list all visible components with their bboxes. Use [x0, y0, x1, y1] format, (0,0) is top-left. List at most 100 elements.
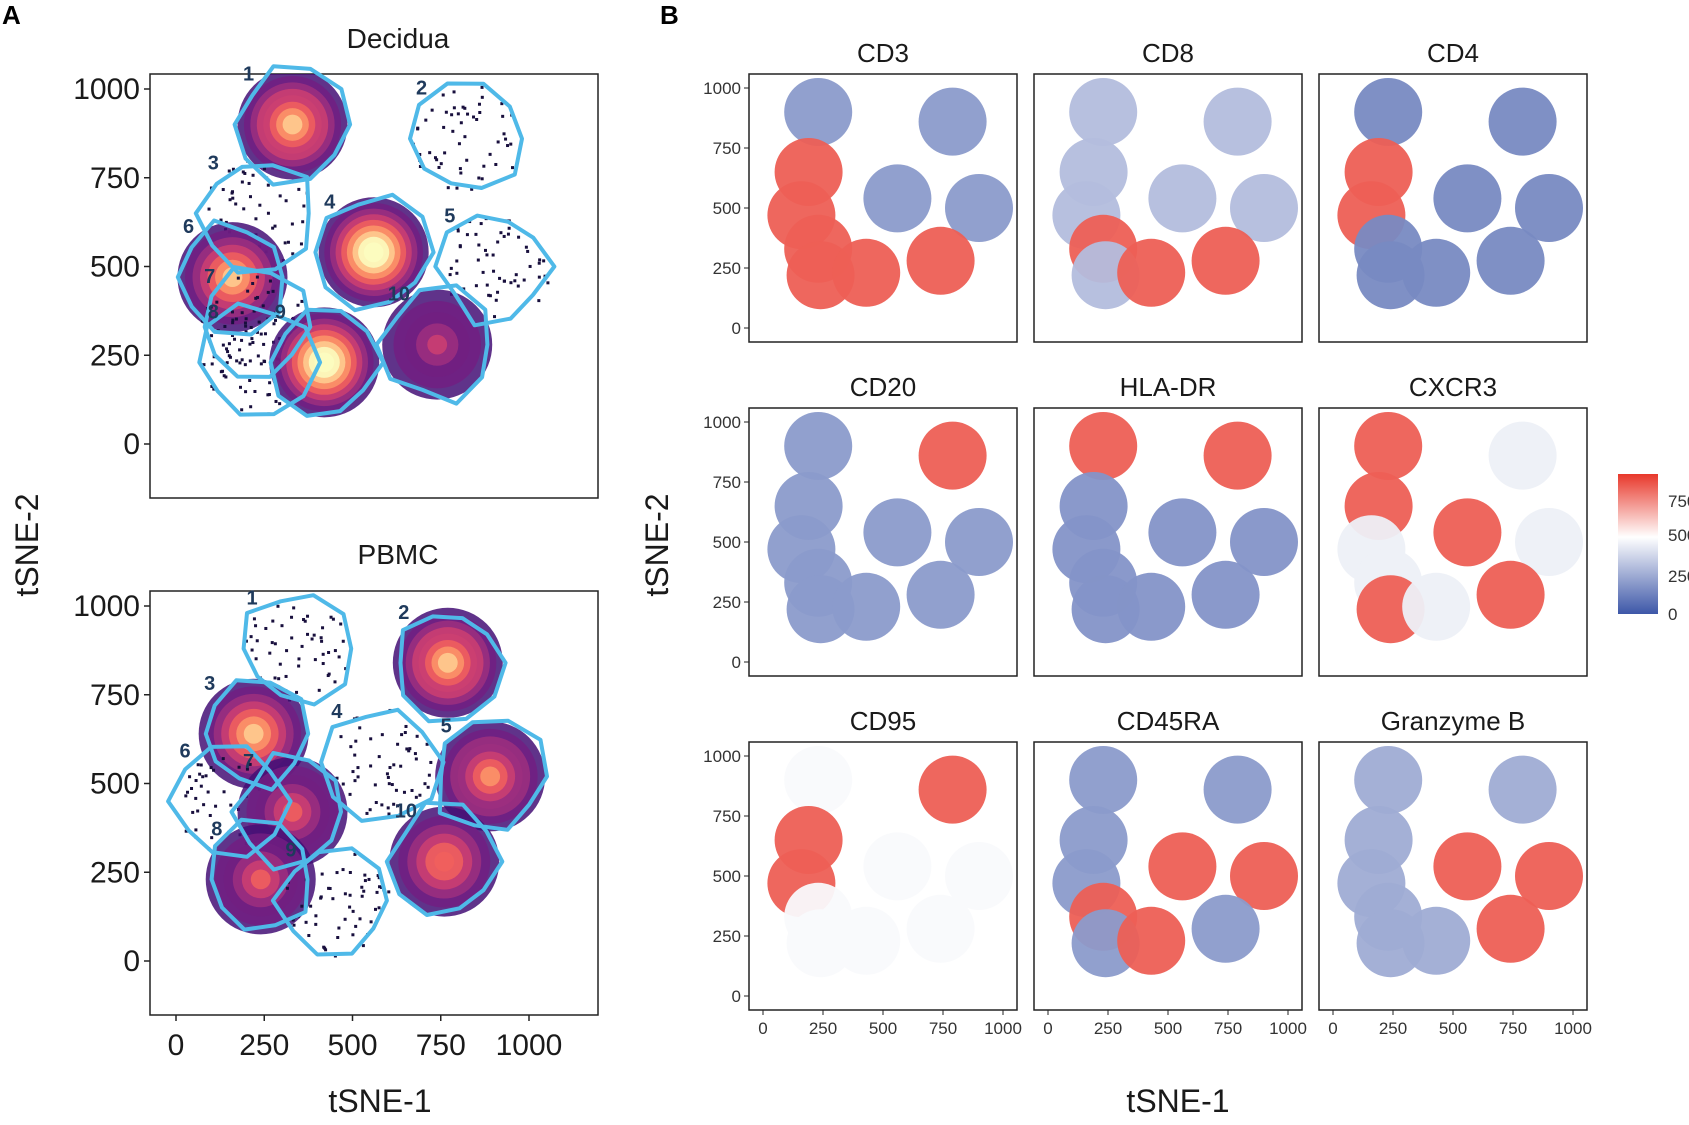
- sparse-cell: [194, 779, 198, 783]
- y-tick-label: 250: [90, 339, 140, 372]
- sparse-cell: [349, 745, 353, 749]
- cluster-label-6: 6: [183, 216, 194, 238]
- cluster-outline-6: [175, 218, 285, 337]
- sparse-cell: [427, 773, 431, 777]
- sparse-cell: [390, 783, 394, 787]
- expression-cluster-1: [784, 412, 853, 480]
- sparse-cell: [227, 342, 231, 346]
- density-blob-8: [250, 869, 271, 890]
- sparse-cell: [244, 330, 248, 334]
- marker-panel: CD20 1000 750 500 250 0: [703, 372, 1018, 677]
- sparse-cell: [300, 299, 304, 303]
- sparse-cell: [286, 240, 290, 244]
- y-tick-label: 500: [90, 251, 140, 284]
- sparse-cell: [456, 229, 460, 233]
- sparse-cell: [248, 195, 252, 199]
- y-tick-label: 0: [732, 319, 741, 338]
- y-tick-label: 250: [713, 593, 741, 612]
- cluster-outline-5: [437, 718, 549, 832]
- cluster-label-4: 4: [324, 191, 336, 213]
- sparse-cell: [255, 275, 259, 279]
- sparse-cell: [480, 85, 484, 89]
- sparse-cell: [227, 169, 231, 173]
- sparse-cell: [542, 259, 546, 263]
- y-tick-label: 750: [90, 679, 140, 712]
- expression-cluster-10: [1476, 894, 1545, 963]
- sparse-cell: [228, 198, 232, 202]
- panel-a-pbmc: PBMC 1 2 3 4 5 6 7 8 9 10 1000 750 500 250 0 0 250 500 75…: [73, 539, 599, 1062]
- sparse-cell: [267, 393, 271, 397]
- sparse-cell: [310, 637, 314, 641]
- sparse-cell: [363, 879, 367, 883]
- sparse-cell: [455, 259, 459, 263]
- expression-cluster-1: [1354, 78, 1423, 146]
- sparse-cell: [463, 106, 467, 110]
- cluster-label-8: 8: [211, 818, 222, 840]
- sparse-cell: [498, 276, 502, 280]
- x-tick-label: 0: [168, 1029, 185, 1062]
- density-blob-2: [437, 652, 458, 673]
- sparse-cell: [199, 784, 203, 788]
- y-tick-label: 750: [713, 473, 741, 492]
- sparse-cell: [496, 140, 500, 144]
- expression-cluster-4: [863, 498, 932, 567]
- cluster-outline-8: [197, 301, 323, 417]
- sparse-cell: [472, 115, 476, 119]
- density-blob-10: [434, 851, 455, 872]
- sparse-cell: [348, 870, 352, 874]
- sparse-cell: [337, 655, 341, 659]
- sparse-cell: [492, 269, 496, 273]
- sparse-cell: [303, 619, 307, 623]
- sparse-cell: [219, 218, 223, 222]
- sparse-cell: [238, 348, 242, 352]
- sparse-cell: [240, 408, 244, 412]
- sparse-cell: [459, 121, 463, 125]
- sparse-cell: [248, 342, 252, 346]
- sparse-cell: [243, 171, 247, 175]
- marker-title: HLA-DR: [1120, 372, 1217, 402]
- sparse-cell: [502, 132, 506, 136]
- sparse-cell: [278, 194, 282, 198]
- sparse-cell: [378, 885, 382, 889]
- marker-panel: CD3 1000 750 500 250 0: [703, 38, 1018, 343]
- sparse-cell: [184, 829, 188, 833]
- sparse-cell: [448, 273, 452, 277]
- sparse-cell: [255, 330, 259, 334]
- sparse-cell: [319, 896, 323, 900]
- sparse-cell: [276, 604, 280, 608]
- sparse-cell: [537, 261, 541, 265]
- sparse-cell: [470, 187, 474, 191]
- sparse-cell: [186, 790, 190, 794]
- sparse-cell: [273, 676, 277, 680]
- sparse-cell: [376, 874, 380, 878]
- sparse-cell: [478, 111, 482, 115]
- sparse-cell: [446, 186, 450, 190]
- legend-tick-500: 500: [1668, 526, 1689, 545]
- axis-ticks-pbmc: 1000 750 500 250 0 0 250 500 750 1000: [73, 590, 562, 1062]
- sparse-cell: [504, 137, 508, 141]
- sparse-cell: [254, 624, 258, 628]
- expression-cluster-5: [945, 174, 1013, 242]
- sparse-cell: [500, 102, 504, 106]
- expression-cluster-9: [1402, 572, 1471, 641]
- sparse-cell: [243, 363, 247, 367]
- sparse-cell: [264, 626, 268, 630]
- cluster-label-9: 9: [275, 301, 286, 323]
- sparse-cell: [309, 904, 313, 908]
- expression-cluster-1: [784, 746, 853, 814]
- sparse-cell: [221, 757, 225, 761]
- expression-cluster-10: [906, 560, 975, 629]
- density-blob-10: [427, 334, 448, 355]
- expression-cluster-1: [784, 78, 853, 146]
- x-tick-label: 500: [1154, 1019, 1182, 1038]
- marker-panel: CD45RA 0 250 500 750 1000: [1033, 706, 1307, 1038]
- sparse-cell: [306, 632, 310, 636]
- x-tick-label: 0: [1043, 1019, 1052, 1038]
- sparse-cell: [441, 93, 445, 97]
- y-tick-label: 1000: [73, 590, 140, 623]
- sparse-cell: [365, 811, 369, 815]
- sparse-cell: [321, 652, 325, 656]
- sparse-cell: [240, 180, 244, 184]
- sparse-cell: [502, 234, 506, 238]
- sparse-cell: [353, 753, 357, 757]
